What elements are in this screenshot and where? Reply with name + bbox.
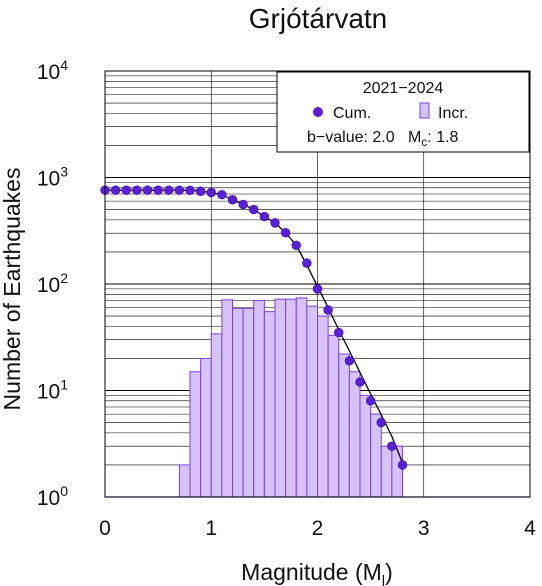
- legend-mc-value: : 1.8: [427, 129, 458, 146]
- cumulative-point: [164, 185, 174, 195]
- y-tick-exponent: 0: [60, 483, 68, 499]
- x-tick-label: 1: [205, 517, 217, 540]
- incremental-bar: [221, 299, 233, 498]
- x-axis-title-main: Magnitude (M: [241, 559, 382, 585]
- cumulative-point: [302, 258, 312, 268]
- incremental-bar: [306, 305, 318, 498]
- incremental-bar: [178, 464, 191, 498]
- legend-mc-sub: c: [421, 135, 427, 149]
- cumulative-point: [153, 185, 163, 195]
- cumulative-point: [334, 327, 344, 338]
- y-tick-base: 10: [37, 381, 60, 404]
- incremental-bar: [380, 445, 393, 498]
- incremental-bar: [274, 298, 287, 498]
- incremental-bar: [391, 445, 403, 498]
- cumulative-point: [227, 195, 238, 205]
- cumulative-point: [174, 185, 185, 195]
- x-tick-label: 4: [524, 517, 536, 540]
- cumulative-point: [110, 185, 121, 195]
- cumulative-point: [397, 460, 408, 470]
- incremental-bar: [348, 371, 361, 498]
- cumulative-point: [142, 185, 153, 195]
- x-tick-labels: 0 1 2 3 4: [99, 517, 536, 540]
- legend-incr-label: Incr.: [438, 105, 468, 122]
- incremental-bar: [359, 394, 372, 498]
- incremental-bar: [285, 298, 297, 498]
- plot-frame: [104, 70, 531, 498]
- cumulative-point: [121, 185, 131, 195]
- y-tick-exponent: 2: [60, 270, 68, 286]
- chart-title: Grjótárvatn: [249, 3, 388, 34]
- x-axis-title-close: ): [385, 559, 393, 585]
- y-tick-label: 102: [37, 270, 68, 297]
- cumulative-point: [291, 240, 301, 250]
- cumulative-point: [376, 417, 386, 428]
- cumulative-point: [323, 305, 333, 315]
- cumulative-point: [365, 396, 376, 406]
- incremental-bar: [200, 357, 212, 498]
- incremental-bar: [232, 307, 244, 498]
- incremental-bar: [210, 333, 223, 498]
- x-axis-title: Magnitude (Ml): [241, 559, 393, 586]
- cumulative-point: [249, 204, 259, 215]
- cumulative-point: [312, 284, 323, 294]
- y-tick-label: 100: [37, 483, 68, 510]
- incremental-bar: [263, 311, 276, 498]
- cumulative-point: [185, 185, 195, 196]
- x-tick-label: 3: [418, 517, 430, 540]
- legend-cum-marker: [313, 107, 323, 117]
- cumulative-point: [195, 186, 206, 196]
- y-tick-exponent: 1: [60, 377, 68, 393]
- legend-title: 2021−2024: [363, 80, 444, 97]
- cumulative-point: [132, 185, 142, 195]
- incremental-bars: [105, 297, 530, 498]
- cumulative-points: [100, 185, 408, 470]
- incremental-bar: [327, 334, 340, 498]
- legend: 2021−2024 Cum. Incr. b−value: 2.0 Mc: 1.…: [276, 71, 530, 153]
- cumulative-point: [217, 190, 227, 200]
- legend-cum-label: Cum.: [333, 105, 371, 122]
- y-tick-label: 101: [37, 377, 68, 404]
- x-tick-label: 2: [312, 517, 324, 540]
- y-tick-base: 10: [37, 61, 60, 84]
- cumulative-point: [280, 228, 291, 238]
- cumulative-point: [259, 211, 270, 222]
- cumulative-point: [355, 377, 365, 387]
- y-tick-label: 103: [37, 164, 68, 191]
- x-axis-title-sub: l: [382, 573, 385, 586]
- legend-bvalue-text: b−value: 2.0 M: [307, 129, 421, 146]
- x-tick-label: 0: [99, 517, 111, 540]
- cumulative-point: [387, 441, 397, 451]
- cumulative-point: [238, 199, 248, 210]
- incremental-bar: [338, 353, 350, 498]
- incremental-bar: [242, 307, 255, 498]
- legend-incr-marker: [419, 102, 430, 119]
- incremental-bar: [317, 315, 329, 498]
- incremental-bar: [253, 299, 265, 498]
- y-tick-base: 10: [37, 274, 60, 297]
- y-tick-exponent: 4: [60, 57, 68, 73]
- incremental-bar: [189, 371, 202, 498]
- y-tick-base: 10: [37, 168, 60, 191]
- cumulative-point: [206, 187, 216, 198]
- legend-bvalue-mc: b−value: 2.0 Mc: 1.8: [307, 129, 459, 149]
- cumulative-point: [270, 218, 280, 228]
- y-tick-exponent: 3: [60, 164, 68, 180]
- cumulative-point: [344, 356, 355, 366]
- y-axis-title: Number of Earthquakes: [0, 168, 25, 411]
- incremental-bar: [295, 297, 308, 498]
- y-tick-base: 10: [37, 487, 60, 510]
- y-tick-label: 104: [37, 57, 68, 84]
